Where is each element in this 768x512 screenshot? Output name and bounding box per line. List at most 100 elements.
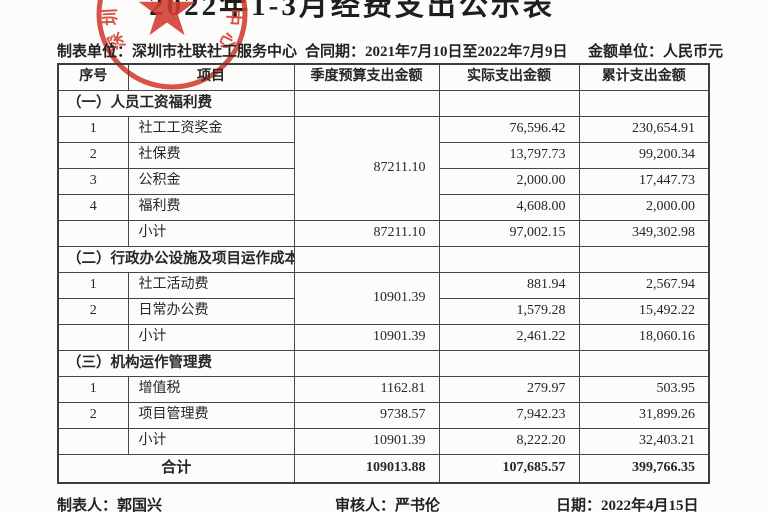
date-value: 2022年4月15日 <box>601 498 699 512</box>
preparer-value: 郭国兴 <box>117 498 163 512</box>
empty-cell <box>57 323 129 351</box>
cell-cumulative: 503.95 <box>578 375 710 403</box>
section1-heading-row: （一）人员工资福利费 <box>57 89 710 117</box>
col-header-no: 序号 <box>57 63 129 91</box>
cell-actual: 881.94 <box>438 271 580 299</box>
cell-budget: 1162.81 <box>293 375 440 403</box>
table-row: 4 福利费 4,608.00 2,000.00 <box>57 193 710 221</box>
table-header-row: 序号 项目 季度预算支出金额 实际支出金额 累计支出金额 <box>57 63 710 91</box>
section1-subtotal-row: 小计 87211.10 97,002.15 349,302.98 <box>57 219 710 247</box>
empty-cell <box>293 89 440 117</box>
table-row: 3 公积金 2,000.00 17,447.73 <box>57 167 710 195</box>
reviewer-label: 审核人： <box>335 498 396 512</box>
table-row: 1 社工工资奖金 87211.10 76,596.42 230,654.91 <box>57 115 710 221</box>
empty-cell <box>438 89 580 117</box>
subtotal-label: 小计 <box>127 219 295 247</box>
cell-item: 日常办公费 <box>127 297 295 325</box>
cell-item: 社工工资奖金 <box>127 115 295 143</box>
section2-heading-row: （二）行政办公设施及项目运作成本 <box>57 245 710 273</box>
section2-subtotal-row: 小计 10901.39 2,461.22 18,060.16 <box>57 323 710 351</box>
cell-actual: 4,608.00 <box>438 193 580 221</box>
subtotal-actual: 8,222.20 <box>438 427 580 455</box>
col-header-budget: 季度预算支出金额 <box>293 63 440 91</box>
section3-subtotal-row: 小计 10901.39 8,222.20 32,403.21 <box>57 427 710 455</box>
cell-no: 3 <box>57 167 129 195</box>
section1-heading: （一）人员工资福利费 <box>57 89 295 117</box>
col-header-cumulative: 累计支出金额 <box>578 63 710 91</box>
empty-cell <box>57 427 129 455</box>
total-label: 合计 <box>57 453 295 484</box>
table-row: 1 社工活动费 10901.39 881.94 2,567.94 <box>57 271 710 325</box>
meta-unit-label: 制表单位： <box>57 44 133 60</box>
total-cumulative: 399,766.35 <box>578 453 710 484</box>
table-row: 2 项目管理费 9738.57 7,942.23 31,899.26 <box>57 401 710 429</box>
cell-cumulative: 31,899.26 <box>578 401 710 429</box>
meta-period: 合同期：2021年7月10日至2022年7月9日 <box>305 40 568 61</box>
meta-currency: 金额单位：人民币元 <box>588 40 723 61</box>
meta-unit: 制表单位：深圳市社联社工服务中心 <box>57 40 297 61</box>
cell-item: 公积金 <box>127 167 295 195</box>
section3-heading-row: （三）机构运作管理费 <box>57 349 710 377</box>
cell-no: 4 <box>57 193 129 221</box>
cell-cumulative: 2,000.00 <box>578 193 710 221</box>
cell-item: 项目管理费 <box>127 401 295 429</box>
table-row: 1 增值税 1162.81 279.97 503.95 <box>57 375 710 403</box>
cell-budget-merged: 10901.39 <box>293 271 440 325</box>
subtotal-label: 小计 <box>127 427 295 455</box>
meta-unit-value: 深圳市社联社工服务中心 <box>132 44 298 60</box>
cell-item: 社保费 <box>127 141 295 169</box>
cell-item: 社工活动费 <box>127 271 295 299</box>
cell-cumulative: 2,567.94 <box>578 271 710 299</box>
meta-period-label: 合同期： <box>305 44 366 60</box>
total-budget: 109013.88 <box>293 453 440 484</box>
reviewer: 审核人：严书伦 <box>335 494 440 512</box>
empty-cell <box>438 349 580 377</box>
cell-cumulative: 230,654.91 <box>578 115 710 143</box>
grand-total-row: 合计 109013.88 107,685.57 399,766.35 <box>57 453 710 484</box>
cell-no: 2 <box>57 141 129 169</box>
cell-cumulative: 17,447.73 <box>578 167 710 195</box>
cell-actual: 76,596.42 <box>438 115 580 143</box>
subtotal-budget: 10901.39 <box>293 427 440 455</box>
empty-cell <box>438 245 580 273</box>
total-actual: 107,685.57 <box>438 453 580 484</box>
cell-cumulative: 99,200.34 <box>578 141 710 169</box>
empty-cell <box>578 245 710 273</box>
cell-no: 2 <box>57 401 129 429</box>
document-date: 日期：2022年4月15日 <box>556 494 699 512</box>
empty-cell <box>293 349 440 377</box>
date-label: 日期： <box>556 498 602 512</box>
empty-cell <box>578 89 710 117</box>
cell-cumulative: 15,492.22 <box>578 297 710 325</box>
empty-cell <box>293 245 440 273</box>
cell-no: 1 <box>57 115 129 143</box>
subtotal-budget: 87211.10 <box>293 219 440 247</box>
empty-cell <box>578 349 710 377</box>
empty-cell <box>57 219 129 247</box>
subtotal-budget: 10901.39 <box>293 323 440 351</box>
subtotal-cumulative: 32,403.21 <box>578 427 710 455</box>
cell-actual: 13,797.73 <box>438 141 580 169</box>
subtotal-actual: 97,002.15 <box>438 219 580 247</box>
subtotal-cumulative: 349,302.98 <box>578 219 710 247</box>
cell-item: 增值税 <box>127 375 295 403</box>
meta-currency-label: 金额单位： <box>588 44 664 60</box>
cell-actual: 7,942.23 <box>438 401 580 429</box>
cell-no: 1 <box>57 375 129 403</box>
cell-no: 1 <box>57 271 129 299</box>
subtotal-cumulative: 18,060.16 <box>578 323 710 351</box>
cell-actual: 2,000.00 <box>438 167 580 195</box>
col-header-item: 项目 <box>127 63 295 91</box>
cell-item: 福利费 <box>127 193 295 221</box>
cell-no: 2 <box>57 297 129 325</box>
section2-heading: （二）行政办公设施及项目运作成本 <box>57 245 295 273</box>
meta-period-value: 2021年7月10日至2022年7月9日 <box>365 44 568 60</box>
reviewer-value: 严书伦 <box>395 498 441 512</box>
page-title: 2022年1-3月经费支出公示表 <box>149 0 555 22</box>
preparer-label: 制表人： <box>57 498 118 512</box>
meta-currency-value: 人民币元 <box>663 44 724 60</box>
preparer: 制表人：郭国兴 <box>57 494 162 512</box>
section3-heading: （三）机构运作管理费 <box>57 349 295 377</box>
subtotal-actual: 2,461.22 <box>438 323 580 351</box>
